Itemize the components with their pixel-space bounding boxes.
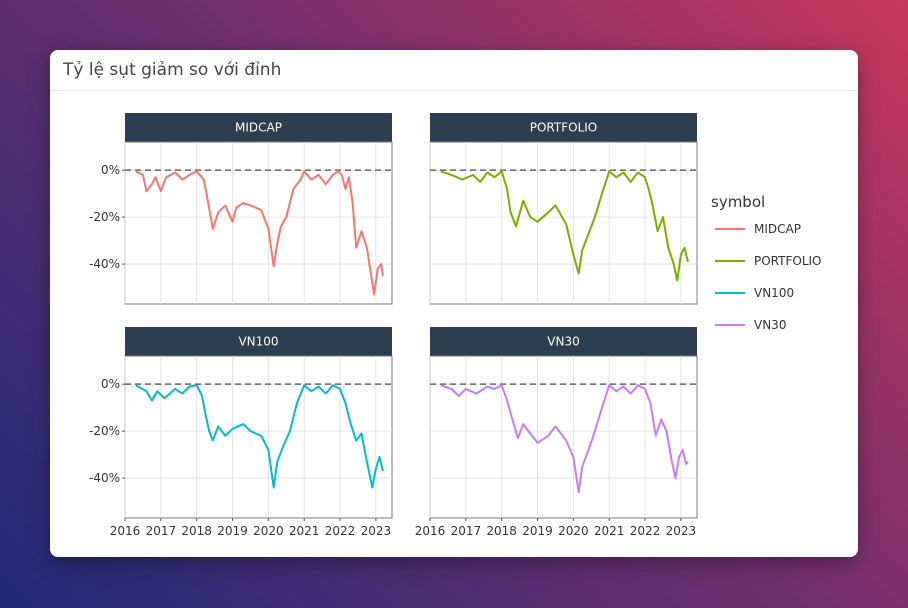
x-tick-label: 2023 (361, 524, 392, 538)
panel-midcap (124, 141, 393, 305)
facet-label-vn30: VN30 (547, 335, 579, 349)
panel-vn100 (124, 355, 393, 519)
y-tick-label: -20% (89, 424, 120, 438)
x-tick-label: 2016 (415, 524, 446, 538)
facet-strip-portfolio (430, 113, 697, 142)
facet-label-vn100: VN100 (238, 335, 278, 349)
series-line-midcap (135, 170, 384, 296)
x-tick-label: 2020 (558, 524, 589, 538)
x-tick-label: 2019 (522, 524, 553, 538)
x-tick-label: 2018 (486, 524, 517, 538)
x-tick-label: 2016 (110, 524, 141, 538)
legend-label-vn100: VN100 (754, 286, 794, 300)
facet-strip-vn100 (125, 327, 392, 356)
legend-title: symbol (711, 193, 765, 211)
x-tick-label: 2021 (289, 524, 320, 538)
x-tick-label: 2020 (253, 524, 284, 538)
legend-label-portfolio: PORTFOLIO (754, 254, 822, 268)
faceted-drawdown-chart: MIDCAP 0% -20% -40% PORTFOLIO VN100 0% -20% -40%… (89, 113, 822, 538)
facet-strip-midcap (125, 113, 392, 142)
facet-label-midcap: MIDCAP (235, 121, 282, 135)
card-title: Tỷ lệ sụt giảm so với đỉnh (63, 60, 282, 80)
x-tick-label: 2023 (666, 524, 697, 538)
legend-label-vn30: VN30 (754, 318, 786, 332)
x-tick-label: 2021 (594, 524, 625, 538)
y-tick-label: -40% (89, 257, 120, 271)
card-header: Tỷ lệ sụt giảm so với đỉnh (50, 50, 858, 91)
series-line-vn100 (135, 384, 384, 489)
facet-label-portfolio: PORTFOLIO (530, 121, 598, 135)
y-tick-label: -20% (89, 210, 120, 224)
x-tick-label: 2018 (181, 524, 212, 538)
x-tick-label: 2017 (451, 524, 482, 538)
x-tick-label: 2017 (146, 524, 177, 538)
y-tick-label: 0% (101, 163, 120, 177)
panel-portfolio (429, 141, 698, 305)
y-tick-label: 0% (101, 377, 120, 391)
series-line-portfolio (440, 170, 689, 282)
facet-strip-vn30 (430, 327, 697, 356)
legend-label-midcap: MIDCAP (754, 222, 801, 236)
series-line-vn30 (440, 384, 689, 494)
x-tick-label: 2022 (325, 524, 356, 538)
y-tick-label: -40% (89, 471, 120, 485)
chart-card: Tỷ lệ sụt giảm so với đỉnh MIDCAP 0% -20% -… (50, 50, 858, 557)
x-tick-label: 2022 (630, 524, 661, 538)
x-tick-label: 2019 (217, 524, 248, 538)
